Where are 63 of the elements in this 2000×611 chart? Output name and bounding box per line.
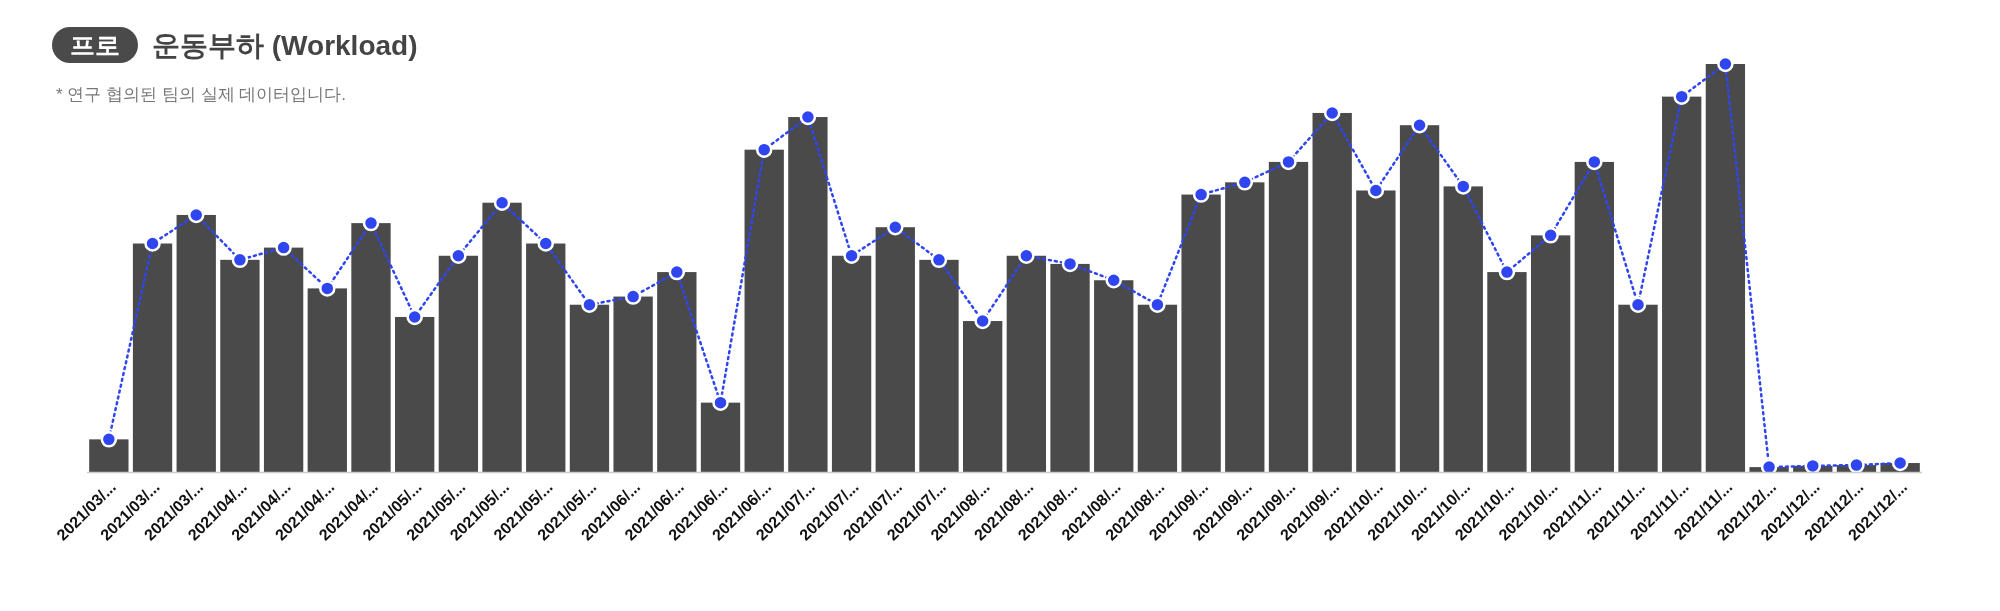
bar bbox=[263, 247, 304, 472]
bar bbox=[526, 243, 566, 472]
bar bbox=[307, 288, 347, 472]
point bbox=[843, 247, 860, 265]
chart-title: 운동부하 (Workload) bbox=[152, 30, 418, 61]
point bbox=[1236, 174, 1254, 191]
point bbox=[1280, 153, 1297, 171]
bar bbox=[1487, 272, 1527, 472]
bar bbox=[438, 255, 479, 472]
bar bbox=[788, 117, 828, 472]
bar bbox=[220, 259, 260, 472]
bar bbox=[1356, 190, 1396, 472]
bar bbox=[1137, 304, 1178, 472]
bar bbox=[395, 316, 435, 472]
point bbox=[406, 308, 423, 326]
bar bbox=[89, 439, 129, 472]
point bbox=[1542, 227, 1559, 244]
bar bbox=[1181, 194, 1221, 472]
bar bbox=[657, 272, 697, 472]
bar bbox=[1268, 161, 1309, 472]
bar bbox=[1618, 304, 1658, 472]
bar bbox=[1399, 125, 1440, 472]
point bbox=[144, 235, 161, 252]
bar bbox=[482, 202, 522, 472]
point bbox=[1498, 263, 1516, 281]
bar bbox=[1443, 186, 1483, 472]
point bbox=[1149, 296, 1166, 313]
bar bbox=[1705, 64, 1746, 472]
bar bbox=[1225, 182, 1265, 472]
badge: 프로 bbox=[52, 27, 138, 63]
point bbox=[231, 251, 249, 269]
bar bbox=[176, 214, 216, 472]
point bbox=[974, 312, 991, 330]
point bbox=[100, 431, 118, 448]
bar bbox=[1050, 263, 1090, 472]
point bbox=[275, 239, 292, 256]
bar bbox=[1530, 235, 1571, 472]
bar bbox=[613, 296, 653, 472]
point bbox=[1367, 182, 1385, 199]
point bbox=[712, 394, 729, 411]
bar bbox=[1662, 96, 1702, 472]
bar bbox=[1094, 280, 1134, 472]
bar bbox=[962, 321, 1003, 472]
point bbox=[1192, 186, 1210, 203]
point bbox=[581, 296, 598, 313]
point bbox=[1629, 296, 1647, 313]
point bbox=[1455, 178, 1472, 195]
bar bbox=[875, 227, 915, 472]
bar bbox=[744, 149, 784, 472]
bar bbox=[351, 223, 391, 472]
point bbox=[319, 280, 336, 297]
text: * 연구 협의된 팀의 실제 데이터입니다. bbox=[56, 85, 346, 104]
point bbox=[450, 247, 467, 265]
bar bbox=[700, 402, 741, 472]
bar bbox=[1312, 112, 1352, 472]
point bbox=[537, 235, 554, 252]
bar bbox=[569, 304, 610, 472]
bar bbox=[132, 243, 173, 472]
point bbox=[624, 288, 642, 305]
bar bbox=[1006, 255, 1046, 472]
bar bbox=[831, 255, 872, 472]
bar bbox=[1574, 161, 1614, 472]
bar bbox=[919, 259, 959, 472]
